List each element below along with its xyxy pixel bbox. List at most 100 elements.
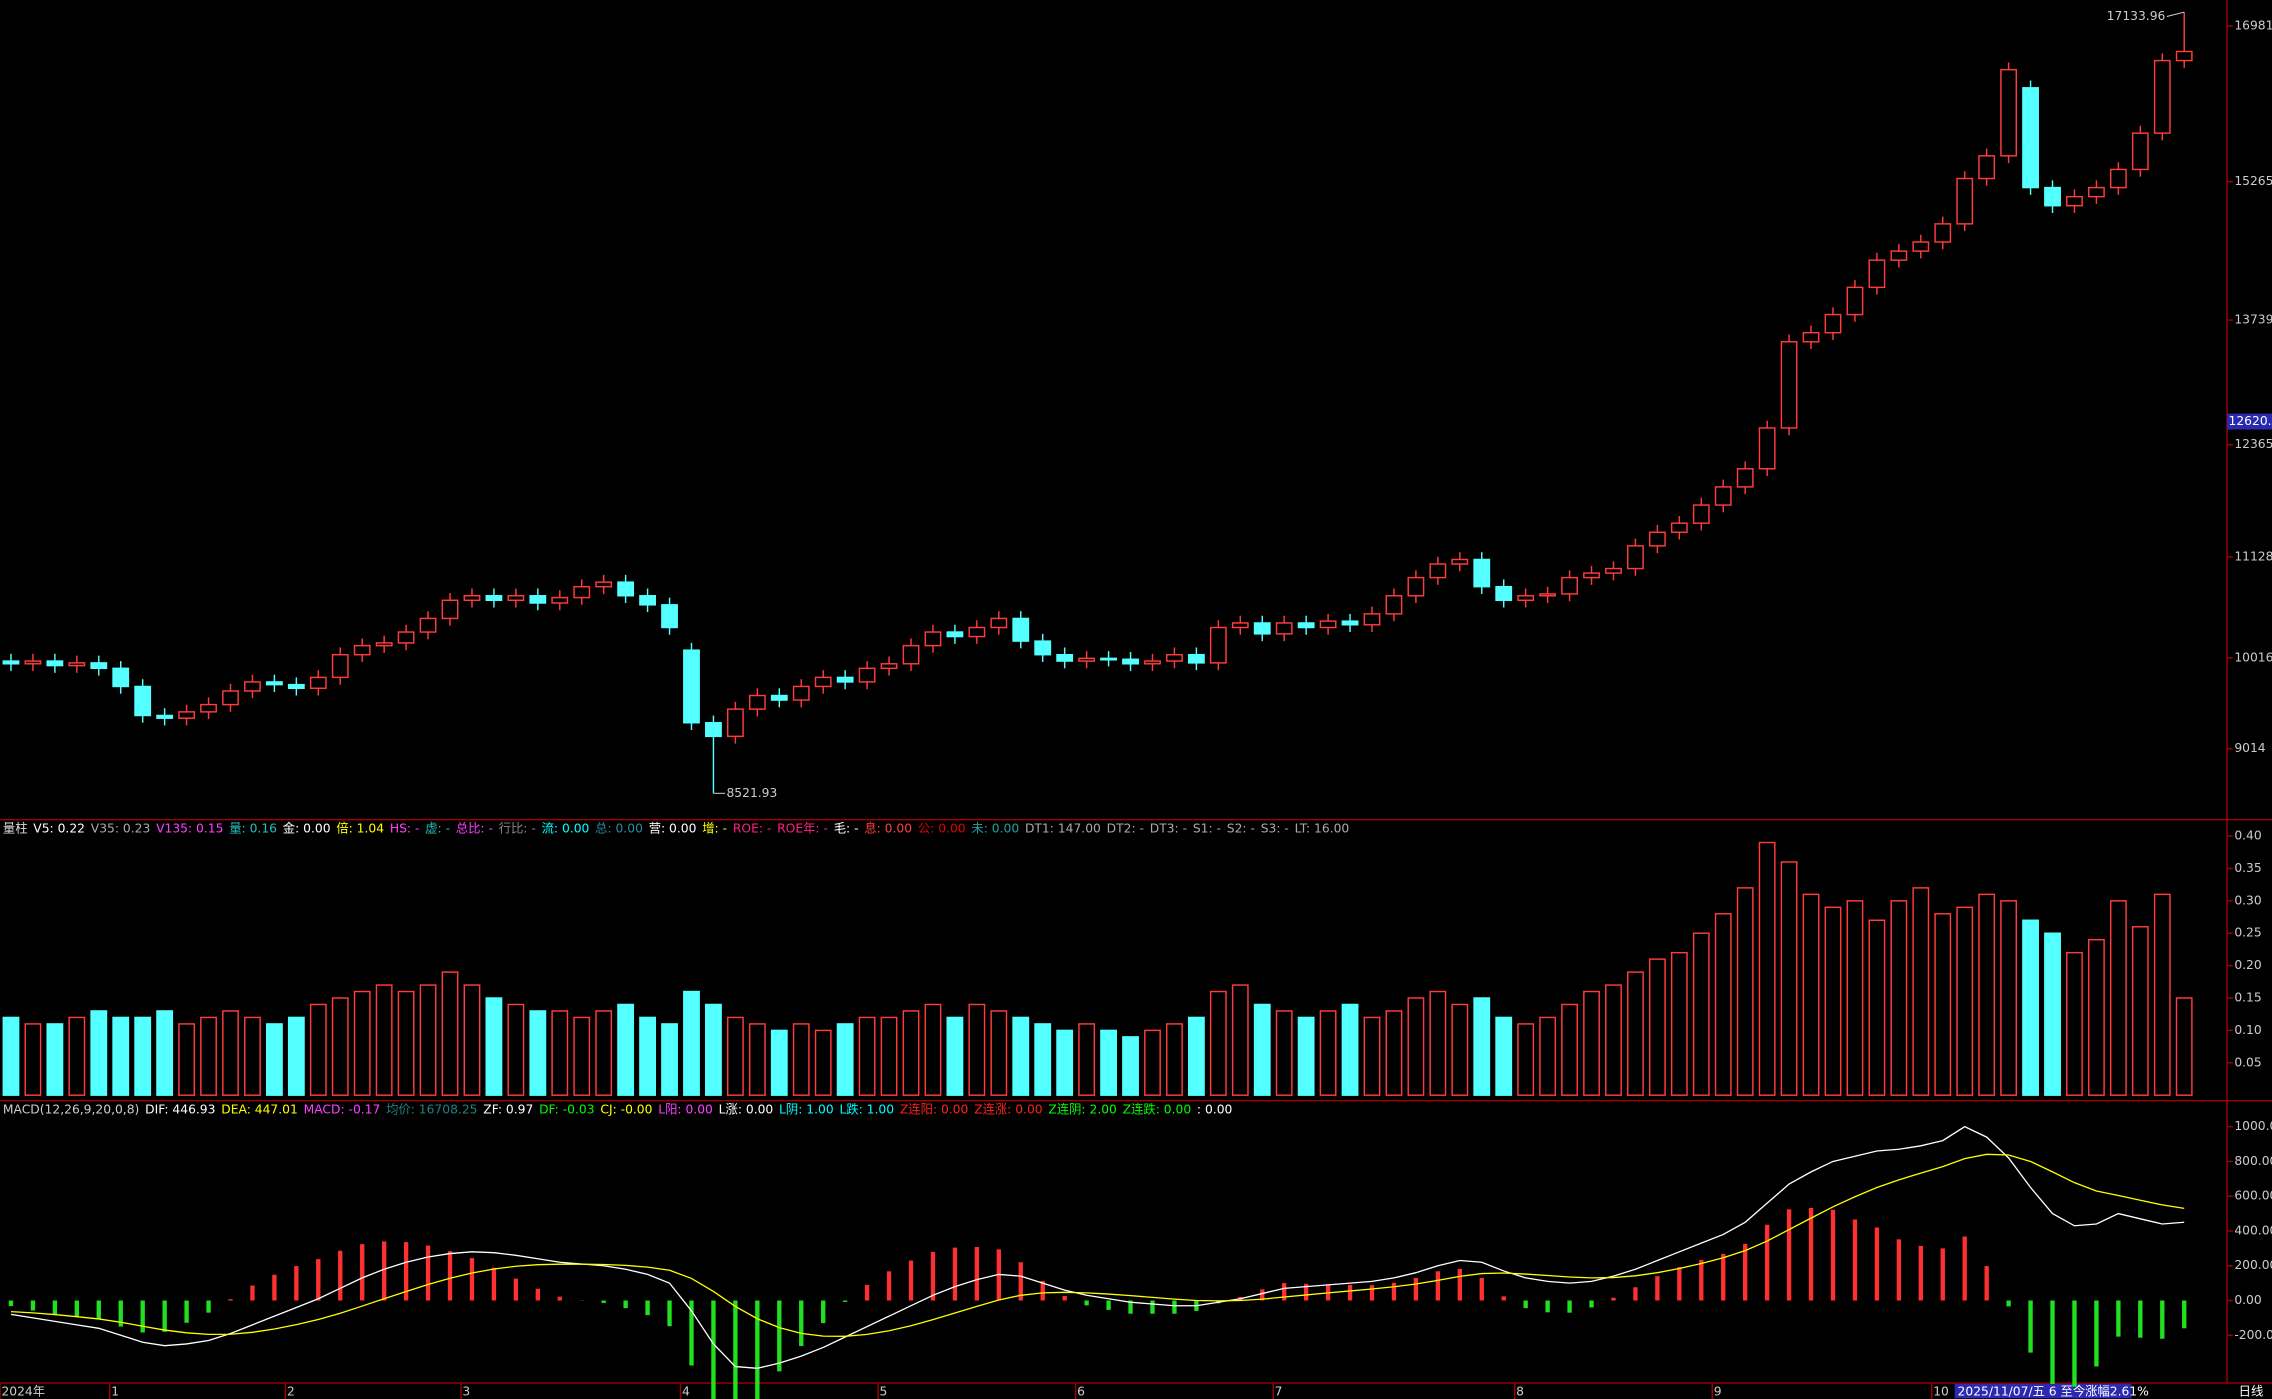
indicator: Z连涨: 0.00 xyxy=(974,1101,1042,1116)
y-tick-label: 1000.00 xyxy=(2234,1119,2272,1133)
indicator: 金: 0.00 xyxy=(283,820,331,835)
x-tick-label: 4 xyxy=(682,1384,690,1398)
y-tick-label: 0.35 xyxy=(2234,861,2261,875)
volume-bar xyxy=(485,997,503,1096)
candle-body xyxy=(1627,545,1644,570)
candle-body xyxy=(814,676,832,688)
indicator: 增: - xyxy=(702,820,727,835)
volume-bar xyxy=(1648,958,1666,1096)
indicator: 量柱 xyxy=(3,820,28,835)
volume-bar xyxy=(1231,984,1249,1096)
volume-bar xyxy=(1078,1023,1096,1096)
volume-bar xyxy=(639,1016,656,1096)
volume-bar xyxy=(1166,1023,1183,1096)
volume-bar xyxy=(1056,1029,1074,1096)
candle-body xyxy=(1868,259,1886,289)
indicator: V35: 0.23 xyxy=(91,821,151,835)
candle-body xyxy=(331,653,349,679)
volume-bar xyxy=(90,1010,108,1096)
candle-body xyxy=(1407,576,1425,597)
candle-body xyxy=(1144,660,1161,665)
indicator: L阳: 0.00 xyxy=(658,1102,713,1116)
candle-body xyxy=(2131,132,2149,171)
volume-bar xyxy=(1034,1023,1052,1096)
y-tick-label: 0.25 xyxy=(2234,926,2261,940)
indicator: 总比: - xyxy=(456,821,493,835)
indicator: DF: -0.03 xyxy=(539,1102,594,1116)
volume-bar xyxy=(397,990,415,1096)
candle-body xyxy=(1736,468,1754,488)
volume-bar xyxy=(617,1003,635,1096)
candle-body xyxy=(1846,286,1864,316)
volume-bar xyxy=(265,1023,283,1096)
x-tick-label: 9 xyxy=(1714,1384,1722,1398)
volume-bar xyxy=(1934,913,1952,1096)
candle-body xyxy=(1056,653,1074,662)
volume-bar xyxy=(287,1016,305,1096)
candle-body xyxy=(200,703,217,713)
candle-body xyxy=(463,595,481,602)
candle-body xyxy=(1012,617,1030,642)
indicator: S2: - xyxy=(1227,821,1255,835)
volume-bar xyxy=(1605,984,1622,1096)
volume-bar xyxy=(661,1023,678,1096)
candle-body xyxy=(1517,595,1535,602)
candle-body xyxy=(24,660,42,665)
y-tick-label: 400.00 xyxy=(2234,1223,2272,1237)
candle-body xyxy=(1495,585,1513,602)
dif-line xyxy=(10,1125,2185,1369)
candle-body xyxy=(1078,657,1096,662)
timeframe-label[interactable]: 日线 xyxy=(2239,1384,2264,1398)
candle-body xyxy=(1912,241,1930,252)
dea-line xyxy=(10,1153,2185,1337)
candle-body xyxy=(397,631,415,644)
volume-bar xyxy=(814,1029,832,1096)
y-tick-label: 0.00 xyxy=(2234,1293,2261,1307)
y-tick-label: 15265 xyxy=(2234,174,2272,188)
candle-body xyxy=(112,667,130,688)
volume-bar xyxy=(2175,997,2193,1096)
indicator: L涨: 0.00 xyxy=(719,1101,774,1116)
candle-body xyxy=(1297,622,1315,629)
candle-body xyxy=(156,714,174,719)
volume-bar xyxy=(1912,887,1930,1096)
volume-bar xyxy=(792,1023,810,1096)
candle-body xyxy=(2153,59,2171,134)
indicator: 量: 0.16 xyxy=(229,821,277,835)
y-tick-label: 16981 xyxy=(2234,19,2272,33)
indicator: 均价: 16708.25 xyxy=(386,1102,477,1116)
candle-body xyxy=(902,644,920,665)
volume-bar xyxy=(244,1016,261,1096)
volume-bar xyxy=(1122,1036,1139,1096)
volume-bar xyxy=(705,1003,722,1096)
candle-body xyxy=(1956,177,1974,225)
current-price-label: 12620.7 xyxy=(2229,414,2272,428)
candle-body xyxy=(1670,522,1688,533)
volume-bar xyxy=(353,990,371,1096)
candle-body xyxy=(265,681,283,686)
candle-body xyxy=(1166,653,1183,662)
indicator: V5: 0.22 xyxy=(33,821,85,835)
indicator: 公: 0.00 xyxy=(918,821,966,835)
indicator: ROE年: - xyxy=(777,821,828,835)
candle-body xyxy=(1253,622,1271,635)
volume-bar xyxy=(990,1010,1008,1096)
candle-body xyxy=(1583,572,1600,579)
y-tick-label: 12365 xyxy=(2234,437,2272,451)
candle-body xyxy=(222,690,239,706)
indicator: V135: 0.15 xyxy=(156,821,223,835)
indicator: MACD(12,26,9,20,0,8) xyxy=(3,1102,139,1116)
indicator: 毛: - xyxy=(834,821,859,835)
candle-body xyxy=(441,599,459,620)
candle-body xyxy=(705,722,722,738)
volume-bar xyxy=(24,1023,42,1096)
volume-bar xyxy=(1956,906,1974,1096)
candle-body xyxy=(1692,504,1710,524)
volume-bar xyxy=(880,1016,898,1096)
volume-bar xyxy=(836,1023,854,1096)
candle-body xyxy=(880,663,898,670)
candle-body xyxy=(639,595,656,606)
volume-bar xyxy=(1253,1003,1271,1096)
volume-bar xyxy=(968,1003,986,1096)
